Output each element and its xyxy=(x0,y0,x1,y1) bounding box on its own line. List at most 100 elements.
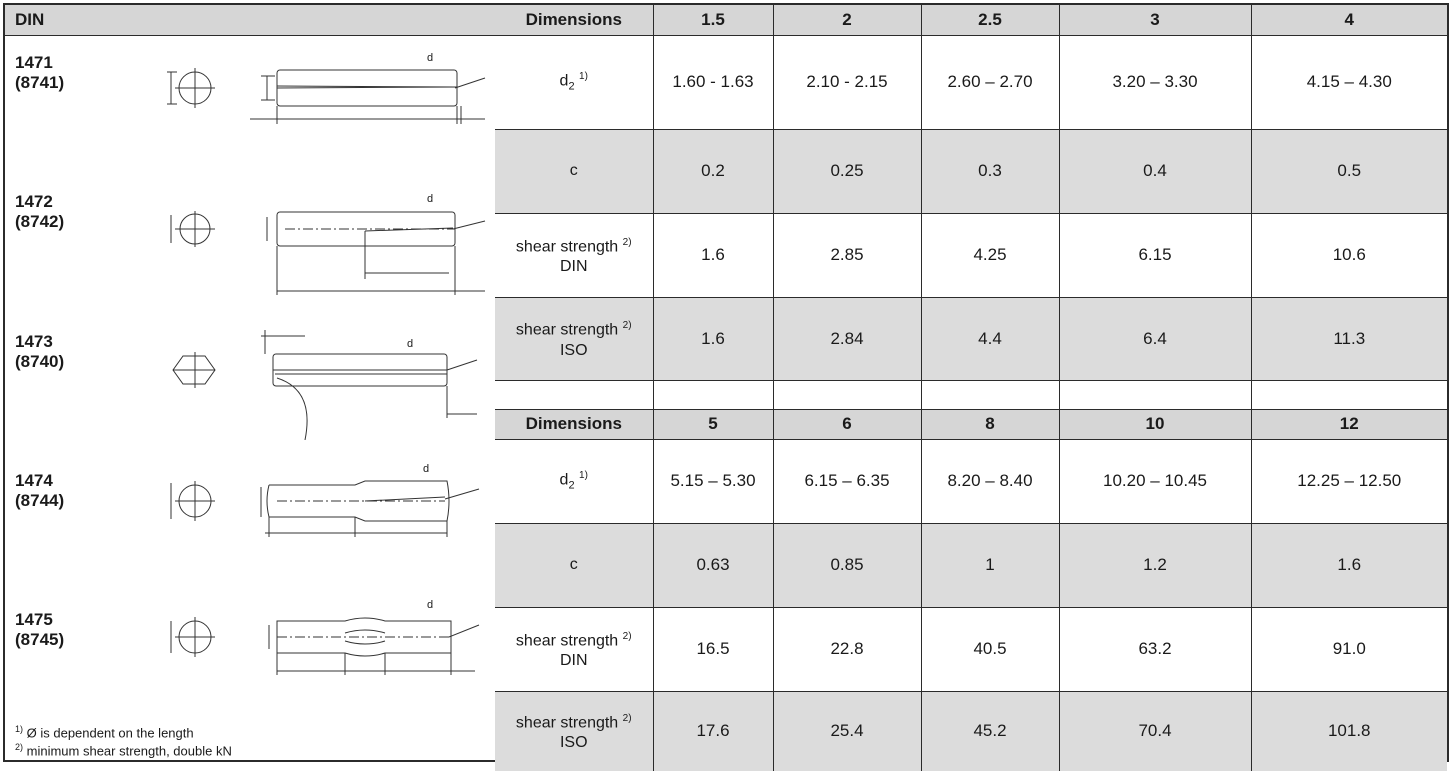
header-cell: 5 xyxy=(652,409,773,440)
pin-drawing-1471: d xyxy=(165,50,495,160)
din-header-label: DIN xyxy=(15,10,45,29)
row-label: shear strength 2) DIN xyxy=(495,607,653,692)
table-cell: 2.10 - 2.15 xyxy=(772,35,921,130)
spring-pin-coiled-icon xyxy=(170,211,486,295)
d-label: d xyxy=(427,193,434,205)
din-alt-num: (8740) xyxy=(15,352,65,371)
table-cell: 2.84 xyxy=(772,297,921,381)
label-text: d xyxy=(559,471,569,489)
footnote-text: minimum shear strength, double kN xyxy=(26,743,232,759)
dimensions-table: Dimensions 1.5 2 2.5 3 4 d2 1) 1.60 - 1.… xyxy=(495,5,1447,771)
din-alt-num: (8745) xyxy=(15,630,65,649)
din-column: DIN 1471 (8741) xyxy=(5,5,496,760)
row-label: d2 1) xyxy=(495,35,653,130)
label-text: d xyxy=(559,72,569,90)
row-label: shear strength 2) ISO xyxy=(495,691,653,771)
label-sup: 2) xyxy=(622,236,632,248)
spacer-cell xyxy=(1250,380,1447,410)
table-cell: 0.3 xyxy=(920,129,1059,214)
header-cell: Dimensions xyxy=(495,409,653,440)
spring-pin-center-groove-icon xyxy=(170,617,480,675)
row-label: shear strength 2) ISO xyxy=(495,297,653,381)
footnote-mark: 1) xyxy=(15,724,24,734)
table-cell: 0.25 xyxy=(772,129,921,214)
header-cell: 12 xyxy=(1250,409,1447,440)
din-number-1475: 1475 (8745) xyxy=(15,610,64,650)
spring-pin-grooved-icon xyxy=(172,330,478,440)
header-cell: 1.5 xyxy=(652,5,773,36)
table-cell: 3.20 – 3.30 xyxy=(1058,35,1251,130)
din-table-frame: DIN 1471 (8741) xyxy=(3,3,1449,771)
table-cell: 1 xyxy=(920,523,1059,608)
label-text: shear strength xyxy=(515,632,619,650)
footnotes: 1) Ø is dependent on the length 2) minim… xyxy=(15,722,232,759)
table-cell: 0.4 xyxy=(1058,129,1251,214)
table-cell: 25.4 xyxy=(772,691,921,771)
row-label: shear strength 2) DIN xyxy=(495,213,653,298)
label-sup: 1) xyxy=(579,71,588,83)
header-cell: 10 xyxy=(1058,409,1251,440)
table-cell: 70.4 xyxy=(1058,691,1251,771)
label-sup: 2) xyxy=(622,320,632,332)
d-label: d xyxy=(407,338,414,350)
table-cell: 10.6 xyxy=(1250,213,1447,298)
label-line2: DIN xyxy=(559,258,588,276)
footnote-2: 2) minimum shear strength, double kN xyxy=(15,740,232,758)
table-cell: 0.5 xyxy=(1250,129,1447,214)
table-row: shear strength 2) DIN 1.6 2.85 4.25 6.15 … xyxy=(495,213,1447,298)
label-line2: ISO xyxy=(559,734,588,752)
table-cell: 4.25 xyxy=(920,213,1059,298)
table-cell: 4.4 xyxy=(920,297,1059,381)
pin-drawing-1474: d xyxy=(165,461,495,571)
spacer-cell xyxy=(495,380,653,410)
table-cell: 6.4 xyxy=(1058,297,1251,381)
header-cell: 4 xyxy=(1250,5,1447,36)
footnote-1: 1) Ø is dependent on the length xyxy=(15,722,232,740)
footnote-text: Ø is dependent on the length xyxy=(26,725,194,741)
label-line2: ISO xyxy=(559,341,588,359)
table-cell: 1.6 xyxy=(652,213,773,298)
label-text: shear strength xyxy=(515,238,619,256)
table-cell: 91.0 xyxy=(1250,607,1447,692)
table-row: shear strength 2) ISO 1.6 2.84 4.4 6.4 11… xyxy=(495,297,1447,381)
row-label: c xyxy=(495,129,653,214)
din-num: 1472 xyxy=(15,192,53,211)
table-row: d2 1) 1.60 - 1.63 2.10 - 2.15 2.60 – 2.7… xyxy=(495,35,1447,130)
table-cell: 1.60 - 1.63 xyxy=(652,35,773,130)
spacer-cell xyxy=(652,380,773,410)
table-row: shear strength 2) DIN 16.5 22.8 40.5 63.2… xyxy=(495,607,1447,692)
din-number-1473: 1473 (8740) xyxy=(15,332,64,372)
header-cell: 3 xyxy=(1058,5,1251,36)
label-sup: 1) xyxy=(579,470,588,482)
spacer-cell xyxy=(1058,380,1251,410)
table-cell: 16.5 xyxy=(652,607,773,692)
table2-header-row: Dimensions 5 6 8 10 12 xyxy=(495,409,1447,440)
din-alt-num: (8741) xyxy=(15,73,65,92)
pin-drawing-1473: d xyxy=(165,330,495,440)
pin-drawing-1472: d xyxy=(165,193,495,307)
table-row: c 0.2 0.25 0.3 0.4 0.5 xyxy=(495,129,1447,214)
spacer-row xyxy=(495,380,1447,410)
header-cell: Dimensions xyxy=(495,5,653,36)
spacer-cell xyxy=(920,380,1059,410)
header-cell: 8 xyxy=(920,409,1059,440)
d-label: d xyxy=(427,52,434,64)
table-row: c 0.63 0.85 1 1.2 1.6 xyxy=(495,523,1447,608)
header-cell: 2.5 xyxy=(920,5,1059,36)
table-cell: 1.6 xyxy=(1250,523,1447,608)
table-cell: 2.85 xyxy=(772,213,921,298)
label-sub: 2 xyxy=(568,479,575,492)
table-cell: 2.60 – 2.70 xyxy=(920,35,1059,130)
table-cell: 22.8 xyxy=(772,607,921,692)
din-number-1472: 1472 (8742) xyxy=(15,192,64,232)
table-cell: 10.20 – 10.45 xyxy=(1058,439,1251,524)
label-sup: 2) xyxy=(622,713,632,725)
header-cell: 2 xyxy=(772,5,921,36)
header-cell: 6 xyxy=(772,409,921,440)
table-cell: 1.6 xyxy=(652,297,773,381)
pin-drawing-1475: d xyxy=(165,595,495,705)
label-line2: DIN xyxy=(559,652,588,670)
din-alt-num: (8744) xyxy=(15,491,65,510)
row-label: d2 1) xyxy=(495,439,653,524)
table1-header-row: Dimensions 1.5 2 2.5 3 4 xyxy=(495,5,1447,36)
